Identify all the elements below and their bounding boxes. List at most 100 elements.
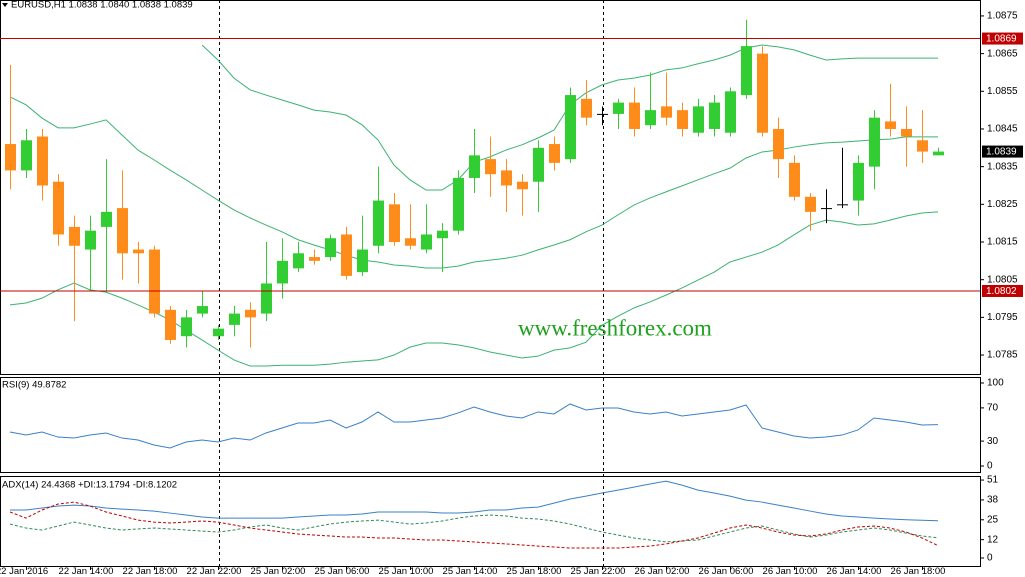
y-tick-label: 1.0805 [987,274,1018,285]
candle-body [677,110,688,129]
candle-body [789,162,800,197]
candle-body [661,106,672,118]
candle-body [933,151,944,156]
candle-body [805,196,816,212]
candle-body [149,249,160,314]
y-tick-label: 1.0875 [987,11,1018,22]
candle-body [453,177,464,231]
y-tick-label: 38 [987,495,999,506]
candle-body [853,162,864,201]
symbol-menu-icon [2,3,8,7]
y-tick-label: 1.0835 [987,161,1018,172]
x-tick-label: 26 Jan 14:00 [827,566,882,577]
y-tick-label: 1.0845 [987,124,1018,135]
candle-body [261,283,272,314]
candle-body [597,113,608,115]
candle-body [5,144,16,171]
bollinger-band [9,211,939,367]
indicator-line [9,501,939,549]
candle-body [101,211,112,227]
candle-body [837,204,848,206]
candle-body [549,144,560,163]
y-tick-label: 1.0785 [987,350,1018,361]
x-tick-label: 22 Jan 14:00 [59,566,114,577]
level-label-box [982,32,1023,45]
x-tick-label: 25 Jan 10:00 [379,566,434,577]
candle-body [517,181,528,190]
y-tick-label: 25 [987,514,999,525]
candle-body [709,102,720,129]
candle-body [821,208,832,210]
candle-body [773,128,784,160]
y-tick-label: 70 [987,403,999,414]
candle-body [757,53,768,133]
x-tick-label: 25 Jan 14:00 [443,566,498,577]
adx-panel-frame [0,476,981,567]
candle-body [197,306,208,314]
candle-body [53,181,64,235]
candle-body [869,117,880,167]
candle-body [309,257,320,261]
panel-title: ADX(14) 24.4368 +DI:13.1794 -DI:8.1202 [2,480,177,491]
level-label: 1.0869 [986,34,1017,45]
y-tick-label: 100 [987,378,1004,389]
x-tick-label: 22 Jan 18:00 [123,566,178,577]
candle-body [277,260,288,284]
x-tick-label: 25 Jan 02:00 [251,566,306,577]
panel-title: EURUSD,H1 1.0838 1.0840 1.0838 1.0839 [11,0,193,11]
candle-body [613,102,624,114]
x-tick-label: 26 Jan 02:00 [635,566,690,577]
candle-body [629,102,640,129]
candle-body [917,140,928,152]
indicator-line [9,403,939,449]
candle-body [357,249,368,273]
y-tick-label: 51 [987,475,999,486]
y-tick-label: 30 [987,436,999,447]
candle-body [693,106,704,133]
candle-body [741,46,752,96]
level-label: 1.0802 [986,286,1017,297]
x-tick-label: 22 Jan 2016 [0,566,48,577]
candle-body [405,238,416,246]
x-tick-label: 25 Jan 06:00 [315,566,370,577]
candle-body [181,317,192,337]
candle-body [469,155,480,178]
candle-body [485,159,496,175]
y-tick-label: 1.0865 [987,48,1018,59]
candle-body [725,91,736,133]
y-tick-label: 1.0855 [987,86,1018,97]
x-tick-label: 22 Jan 22:00 [187,566,242,577]
candle-body [85,230,96,250]
candle-body [373,200,384,246]
candle-body [565,95,576,160]
candle-body [389,204,400,243]
indicator-line [9,514,939,543]
y-tick-label: 0 [987,553,993,564]
y-tick-label: 12 [987,534,999,545]
candle-body [245,309,256,318]
candle-body [21,140,32,171]
watermark: www.freshforex.com [518,315,712,340]
candle-body [37,136,48,186]
candle-body [901,128,912,137]
panel-title: RSI(9) 49.8782 [2,380,66,391]
last-price-box [982,145,1023,158]
candle-body [165,309,176,340]
candle-body [229,313,240,325]
candle-body [421,234,432,250]
rsi-panel-frame [0,377,981,473]
candle-body [885,121,896,129]
y-tick-label: 1.0825 [987,199,1018,210]
candle-body [501,170,512,186]
main-panel-frame [0,0,981,375]
candle-body [341,234,352,276]
x-tick-label: 26 Jan 10:00 [763,566,818,577]
x-tick-label: 25 Jan 22:00 [571,566,626,577]
x-tick-label: 26 Jan 18:00 [891,566,946,577]
candle-body [645,110,656,126]
y-tick-label: 1.0795 [987,312,1018,323]
y-tick-label: 1.0815 [987,237,1018,248]
